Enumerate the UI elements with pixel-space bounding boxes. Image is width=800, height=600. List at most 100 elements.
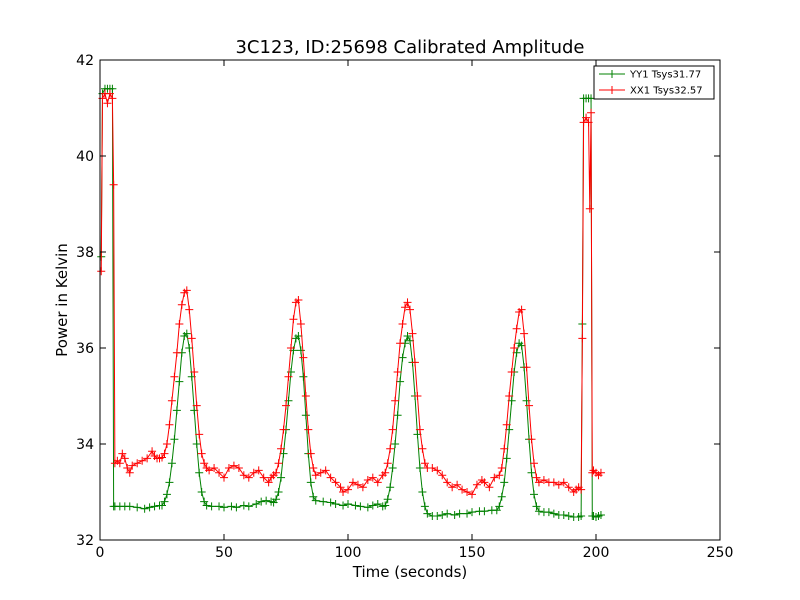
legend-label-xx1: XX1 Tsys32.57 [630,86,703,97]
data-point [393,368,402,376]
data-point [587,108,596,117]
data-point [351,501,360,510]
data-point [438,471,447,480]
data-point [294,332,303,340]
data-point [272,468,281,477]
data-point [274,488,283,496]
data-point [363,503,372,512]
data-point [195,468,204,477]
data-point [195,430,204,439]
y-tick-label: 42 [76,53,94,69]
data-point [109,180,118,189]
data-point [480,478,489,487]
data-point [175,320,184,328]
data-point [453,480,462,489]
data-point [160,449,169,458]
data-point [215,502,224,511]
data-point [252,500,261,508]
data-point [463,509,472,518]
data-point [108,94,117,103]
data-point [497,464,506,472]
data-point [386,444,395,453]
data-point [162,490,171,499]
data-point [279,449,288,458]
data-point [239,471,248,480]
data-point [286,368,295,376]
data-point [125,502,134,511]
data-point [210,464,219,472]
data-point [420,502,429,511]
data-point [299,372,308,381]
data-point [472,480,481,489]
data-point [420,459,429,468]
data-point [277,473,286,482]
data-point [105,89,114,98]
data-point [458,485,467,494]
data-point [279,425,288,434]
data-point [331,478,340,487]
data-point [215,468,224,477]
series-layer [97,84,605,521]
data-point [373,500,382,508]
data-point [443,509,452,518]
data-point [549,478,558,487]
data-point [274,459,283,468]
data-point [443,478,452,487]
data-point [381,501,390,510]
data-point [150,502,159,511]
data-point [277,444,286,453]
data-point [495,502,504,511]
data-point [539,476,548,484]
data-point [463,488,472,496]
data-point [262,496,271,505]
data-point [582,113,591,122]
data-point [418,488,427,496]
data-point [140,504,149,513]
data-point [306,478,315,487]
data-point [348,478,357,487]
data-point [517,305,526,314]
data-point [120,454,129,463]
x-axis-label: Time (seconds) [352,563,468,581]
data-point [165,420,174,429]
data-point [286,344,295,352]
data-point [170,435,179,444]
data-point [326,473,335,482]
data-point [229,461,238,470]
data-point [507,368,516,376]
data-point [577,485,586,494]
data-point [331,500,340,508]
data-point [207,502,216,511]
x-tick-label: 150 [459,545,486,561]
y-axis-label: Power in Kelvin [53,243,71,357]
data-point [406,305,414,314]
ticks-layer: 0 50 100 150 200 250 32 34 36 38 40 42 [76,53,733,561]
data-point [239,501,248,510]
data-point [304,425,313,434]
data-point [306,449,315,458]
data-point [339,488,348,496]
data-point [502,454,511,463]
data-point [175,377,184,386]
data-point [510,344,519,352]
data-point [177,300,186,309]
x-tick-label: 0 [96,545,105,561]
data-point [316,468,325,477]
data-point [497,492,506,501]
data-point [128,461,137,470]
data-point [143,454,152,463]
data-point [311,496,320,505]
data-point [386,483,395,492]
data-point [383,495,392,504]
data-point [433,512,442,520]
data-point [284,372,293,381]
data-point [530,459,538,468]
data-point [423,509,432,518]
data-point [202,501,211,510]
data-point [309,464,318,472]
data-point [393,411,402,420]
data-point [224,464,233,472]
data-point [554,480,563,489]
plot-frame [99,59,721,541]
